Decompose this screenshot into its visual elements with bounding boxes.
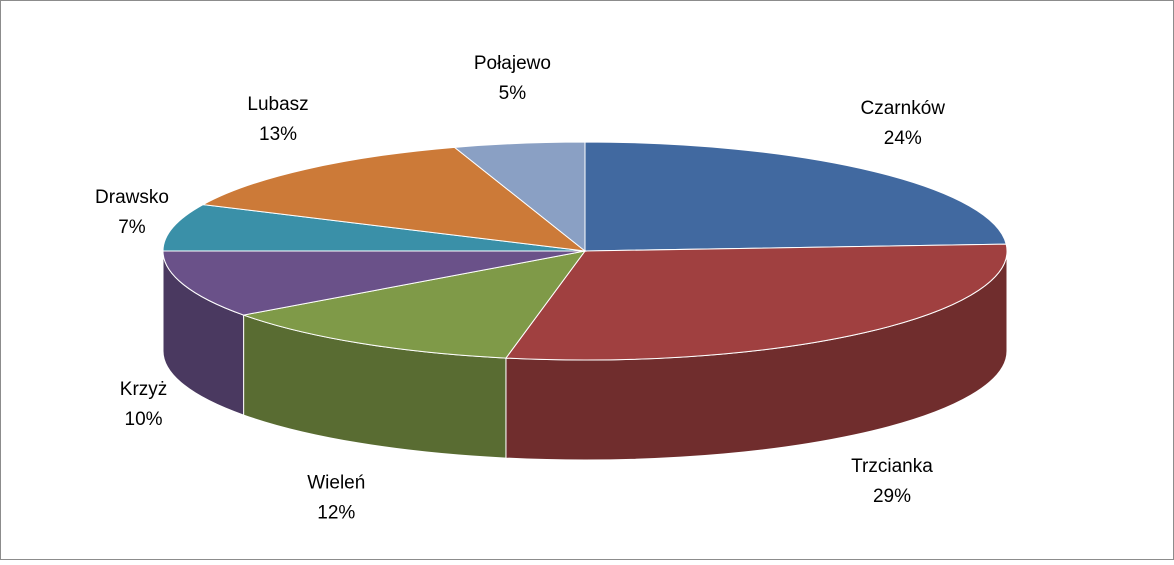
value-label: 29%	[873, 486, 911, 507]
slice	[241, 250, 587, 359]
value-label: 24%	[884, 128, 922, 149]
value-label: 13%	[259, 124, 297, 145]
category-label: Połajewo	[474, 53, 551, 74]
value-label: 12%	[317, 502, 355, 523]
value-label: 5%	[499, 83, 527, 104]
slice	[504, 243, 1008, 361]
category-label: Czarnków	[861, 98, 946, 119]
category-label: Drawsko	[95, 187, 169, 208]
slice	[201, 146, 587, 252]
slice	[162, 204, 586, 252]
category-label: Krzyż	[120, 379, 168, 400]
slice	[162, 250, 586, 316]
category-label: Wieleń	[307, 472, 365, 493]
category-label: Trzcianka	[851, 456, 933, 477]
slice	[584, 141, 1007, 252]
value-label: 10%	[125, 409, 163, 430]
category-label: Lubasz	[247, 94, 308, 115]
slice	[453, 141, 586, 253]
value-label: 7%	[118, 217, 146, 238]
